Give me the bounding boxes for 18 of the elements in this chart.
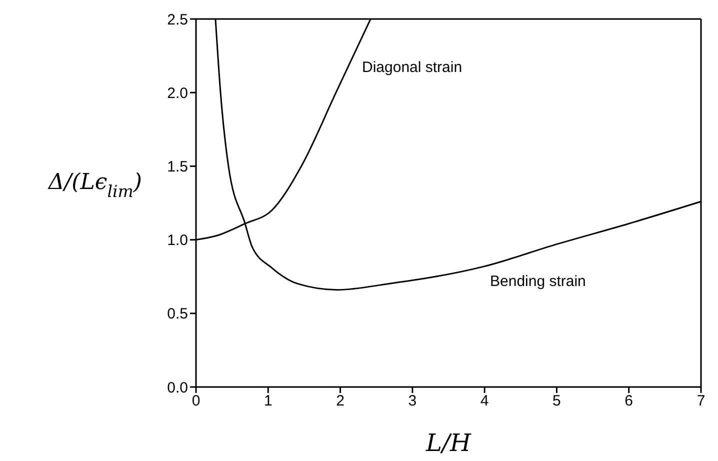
y-tick-label: 0.0 [167,379,188,396]
x-tick-label: 7 [696,392,706,410]
y-tick-label: 0.5 [167,306,188,323]
x-tick-label: 2 [336,392,344,410]
y-tick-label: 1.5 [167,158,188,176]
x-tick-label: 4 [480,392,489,410]
y-tick-label: 1.0 [167,232,188,250]
y-tick-label: 2.5 [167,11,188,28]
x-tick-label: 1 [264,392,272,410]
y-tick-label: 2.0 [167,84,188,102]
x-tick-label: 0 [192,392,200,410]
x-tick-label: 6 [624,392,634,410]
annotation: Bending strain [490,273,586,290]
x-tick-label: 5 [552,392,561,410]
y-axis-title: Δ/(Lϵ$_{lim}$) [47,170,142,201]
annotation: Diagonal strain [362,59,462,76]
x-tick-label: 3 [408,392,417,410]
x-axis-title: L/H [425,429,472,457]
